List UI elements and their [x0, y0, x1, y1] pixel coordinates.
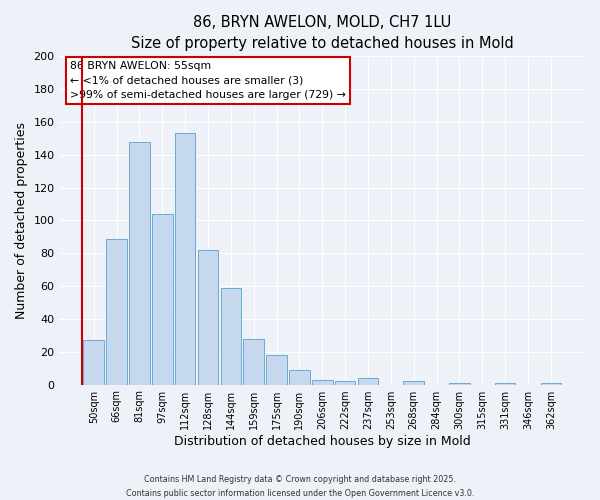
X-axis label: Distribution of detached houses by size in Mold: Distribution of detached houses by size … — [174, 434, 470, 448]
Bar — [495, 383, 515, 384]
Bar — [198, 250, 218, 384]
Y-axis label: Number of detached properties: Number of detached properties — [15, 122, 28, 319]
Bar — [541, 383, 561, 384]
Bar — [106, 238, 127, 384]
Bar — [312, 380, 332, 384]
Bar — [358, 378, 378, 384]
Bar — [152, 214, 173, 384]
Text: Contains HM Land Registry data © Crown copyright and database right 2025.
Contai: Contains HM Land Registry data © Crown c… — [126, 476, 474, 498]
Bar — [289, 370, 310, 384]
Bar — [403, 382, 424, 384]
Bar — [221, 288, 241, 384]
Bar — [449, 383, 470, 384]
Bar — [244, 338, 264, 384]
Title: 86, BRYN AWELON, MOLD, CH7 1LU
Size of property relative to detached houses in M: 86, BRYN AWELON, MOLD, CH7 1LU Size of p… — [131, 15, 514, 51]
Bar — [129, 142, 150, 384]
Bar — [335, 382, 355, 384]
Bar — [266, 355, 287, 384]
Bar — [83, 340, 104, 384]
Bar — [175, 134, 196, 384]
Text: 86 BRYN AWELON: 55sqm
← <1% of detached houses are smaller (3)
>99% of semi-deta: 86 BRYN AWELON: 55sqm ← <1% of detached … — [70, 62, 346, 100]
